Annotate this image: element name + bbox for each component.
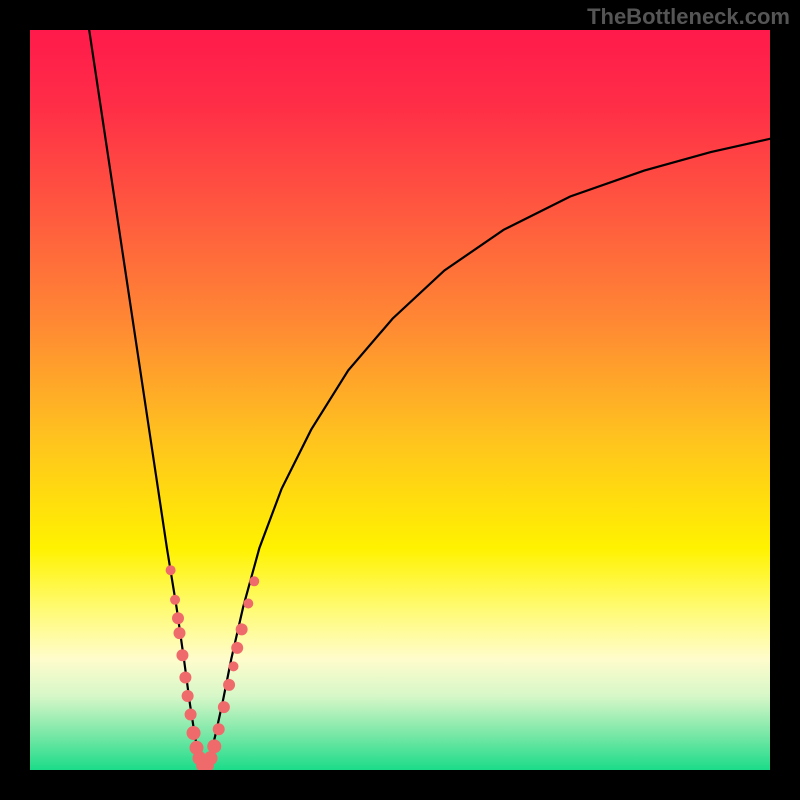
scatter-point [187,726,201,740]
scatter-point [236,623,248,635]
scatter-point [229,661,239,671]
scatter-point [166,565,176,575]
scatter-point [172,612,184,624]
scatter-point [170,595,180,605]
scatter-point [231,642,243,654]
scatter-point [179,672,191,684]
scatter-point [173,627,185,639]
curve-right [205,139,770,768]
scatter-point [176,649,188,661]
chart-container: TheBottleneck.com [0,0,800,800]
scatter-point [249,576,259,586]
plot-area [30,30,770,770]
chart-svg [30,30,770,770]
scatter-point [218,701,230,713]
scatter-point [243,599,253,609]
scatter-point [204,751,218,765]
scatter-point [213,723,225,735]
scatter-point [207,739,221,753]
scatter-point [223,679,235,691]
scatter-point [185,709,197,721]
watermark-text: TheBottleneck.com [587,4,790,30]
scatter-point [182,690,194,702]
